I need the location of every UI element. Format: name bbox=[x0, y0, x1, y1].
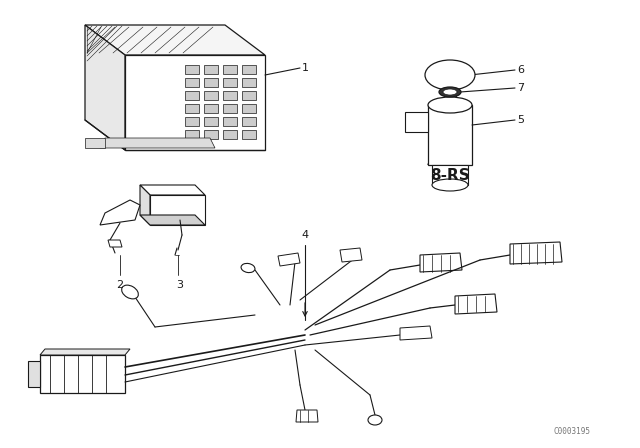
Polygon shape bbox=[296, 410, 318, 422]
Polygon shape bbox=[204, 130, 218, 139]
Polygon shape bbox=[242, 104, 256, 113]
Polygon shape bbox=[85, 25, 125, 150]
Ellipse shape bbox=[425, 60, 475, 90]
Ellipse shape bbox=[432, 179, 468, 191]
Ellipse shape bbox=[443, 89, 457, 95]
Polygon shape bbox=[242, 91, 256, 100]
Polygon shape bbox=[100, 200, 140, 225]
Polygon shape bbox=[223, 78, 237, 87]
Polygon shape bbox=[242, 130, 256, 139]
Polygon shape bbox=[242, 65, 256, 74]
Polygon shape bbox=[242, 78, 256, 87]
Polygon shape bbox=[140, 185, 150, 225]
Text: 2: 2 bbox=[116, 280, 124, 290]
Polygon shape bbox=[420, 253, 462, 272]
Polygon shape bbox=[185, 65, 199, 74]
Polygon shape bbox=[185, 78, 199, 87]
Text: 5: 5 bbox=[517, 115, 524, 125]
Ellipse shape bbox=[428, 97, 472, 113]
Text: 1: 1 bbox=[302, 63, 309, 73]
Polygon shape bbox=[40, 349, 130, 355]
Polygon shape bbox=[204, 117, 218, 126]
Polygon shape bbox=[242, 117, 256, 126]
Polygon shape bbox=[405, 112, 428, 132]
Polygon shape bbox=[444, 92, 456, 105]
Polygon shape bbox=[204, 65, 218, 74]
Ellipse shape bbox=[241, 263, 255, 272]
Ellipse shape bbox=[122, 285, 138, 299]
Polygon shape bbox=[223, 104, 237, 113]
Polygon shape bbox=[185, 130, 199, 139]
Polygon shape bbox=[125, 55, 265, 150]
Polygon shape bbox=[223, 65, 237, 74]
Polygon shape bbox=[204, 91, 218, 100]
Polygon shape bbox=[100, 138, 215, 148]
Polygon shape bbox=[40, 355, 125, 393]
Text: 8-RS: 8-RS bbox=[430, 168, 470, 182]
Polygon shape bbox=[204, 104, 218, 113]
Text: C0003195: C0003195 bbox=[553, 427, 590, 436]
Text: 3: 3 bbox=[177, 280, 184, 290]
Text: 6: 6 bbox=[517, 65, 524, 75]
Polygon shape bbox=[185, 91, 199, 100]
Polygon shape bbox=[428, 105, 472, 165]
Polygon shape bbox=[510, 242, 562, 264]
Polygon shape bbox=[278, 253, 300, 266]
Polygon shape bbox=[85, 138, 105, 148]
Polygon shape bbox=[204, 78, 218, 87]
Polygon shape bbox=[340, 248, 362, 262]
Polygon shape bbox=[85, 25, 265, 55]
Polygon shape bbox=[455, 294, 497, 314]
Polygon shape bbox=[108, 240, 122, 247]
Polygon shape bbox=[185, 117, 199, 126]
Polygon shape bbox=[150, 195, 205, 225]
Polygon shape bbox=[223, 117, 237, 126]
Polygon shape bbox=[223, 130, 237, 139]
Polygon shape bbox=[140, 215, 205, 225]
Polygon shape bbox=[28, 361, 40, 387]
Polygon shape bbox=[223, 91, 237, 100]
Polygon shape bbox=[432, 165, 468, 185]
Ellipse shape bbox=[368, 415, 382, 425]
Polygon shape bbox=[140, 185, 205, 195]
Polygon shape bbox=[185, 104, 199, 113]
Text: 4: 4 bbox=[301, 230, 308, 240]
Ellipse shape bbox=[439, 87, 461, 97]
Polygon shape bbox=[400, 326, 432, 340]
Text: 7: 7 bbox=[517, 83, 524, 93]
